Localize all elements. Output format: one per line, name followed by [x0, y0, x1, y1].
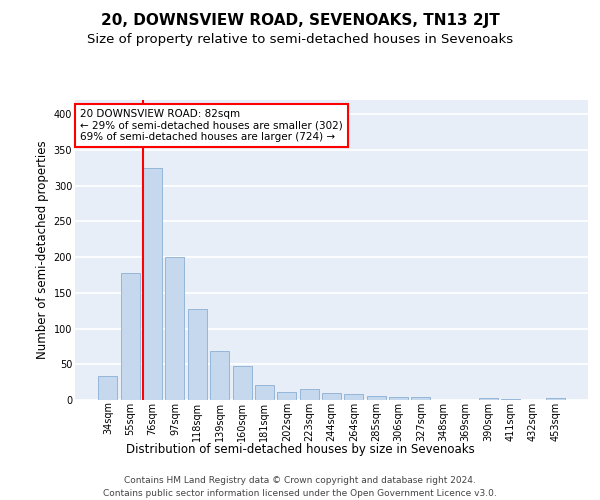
Bar [277, 392, 296, 400]
Bar [389, 397, 408, 400]
Bar [344, 394, 364, 400]
Text: Size of property relative to semi-detached houses in Sevenoaks: Size of property relative to semi-detach… [87, 32, 513, 46]
Bar [501, 398, 520, 400]
Bar [412, 397, 430, 400]
Text: Distribution of semi-detached houses by size in Sevenoaks: Distribution of semi-detached houses by … [125, 442, 475, 456]
Bar [255, 385, 274, 400]
Bar [188, 308, 207, 400]
Text: 20 DOWNSVIEW ROAD: 82sqm
← 29% of semi-detached houses are smaller (302)
69% of : 20 DOWNSVIEW ROAD: 82sqm ← 29% of semi-d… [80, 109, 343, 142]
Bar [98, 376, 118, 400]
Bar [479, 398, 497, 400]
Bar [121, 273, 140, 400]
Bar [545, 398, 565, 400]
Bar [299, 390, 319, 400]
Text: Contains HM Land Registry data © Crown copyright and database right 2024.: Contains HM Land Registry data © Crown c… [124, 476, 476, 485]
Bar [166, 257, 184, 400]
Bar [143, 168, 162, 400]
Text: 20, DOWNSVIEW ROAD, SEVENOAKS, TN13 2JT: 20, DOWNSVIEW ROAD, SEVENOAKS, TN13 2JT [101, 12, 499, 28]
Bar [210, 352, 229, 400]
Bar [233, 366, 251, 400]
Y-axis label: Number of semi-detached properties: Number of semi-detached properties [37, 140, 49, 360]
Text: Contains public sector information licensed under the Open Government Licence v3: Contains public sector information licen… [103, 489, 497, 498]
Bar [367, 396, 386, 400]
Bar [322, 393, 341, 400]
